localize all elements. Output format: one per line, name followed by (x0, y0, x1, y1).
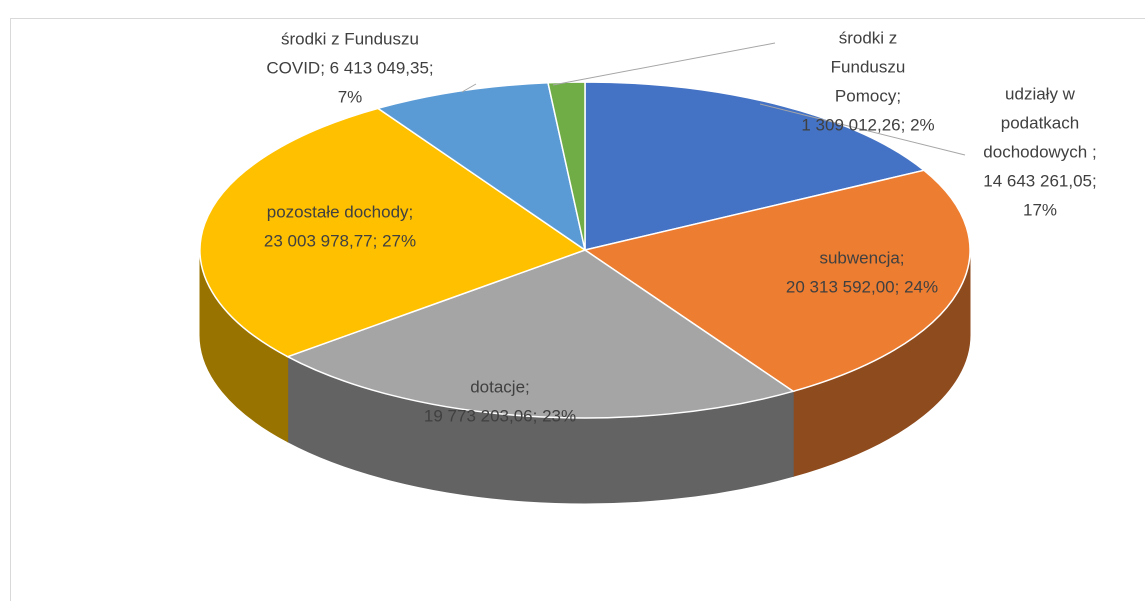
data-label: 14 643 261,05; (983, 171, 1096, 190)
data-label: podatkach (1001, 113, 1079, 132)
data-label: 7% (338, 87, 363, 106)
data-label: środki z (839, 28, 898, 47)
data-label: środki z Funduszu (281, 29, 419, 48)
data-label: pozostałe dochody; (267, 202, 414, 221)
data-label: udziały w (1005, 84, 1076, 103)
data-label: Funduszu (831, 57, 906, 76)
data-label: 20 313 592,00; 24% (786, 277, 938, 296)
leader-line (553, 43, 775, 85)
data-label: subwencja; (819, 248, 904, 267)
data-label: 17% (1023, 200, 1057, 219)
data-label: Pomocy; (835, 86, 901, 105)
data-label: dochodowych ; (983, 142, 1096, 161)
data-label: 19 773 203,06; 23% (424, 406, 576, 425)
data-label: 23 003 978,77; 27% (264, 231, 416, 250)
data-label: dotacje; (470, 377, 530, 396)
data-label: COVID; 6 413 049,35; (266, 58, 433, 77)
data-label: 1 309 012,26; 2% (801, 115, 934, 134)
